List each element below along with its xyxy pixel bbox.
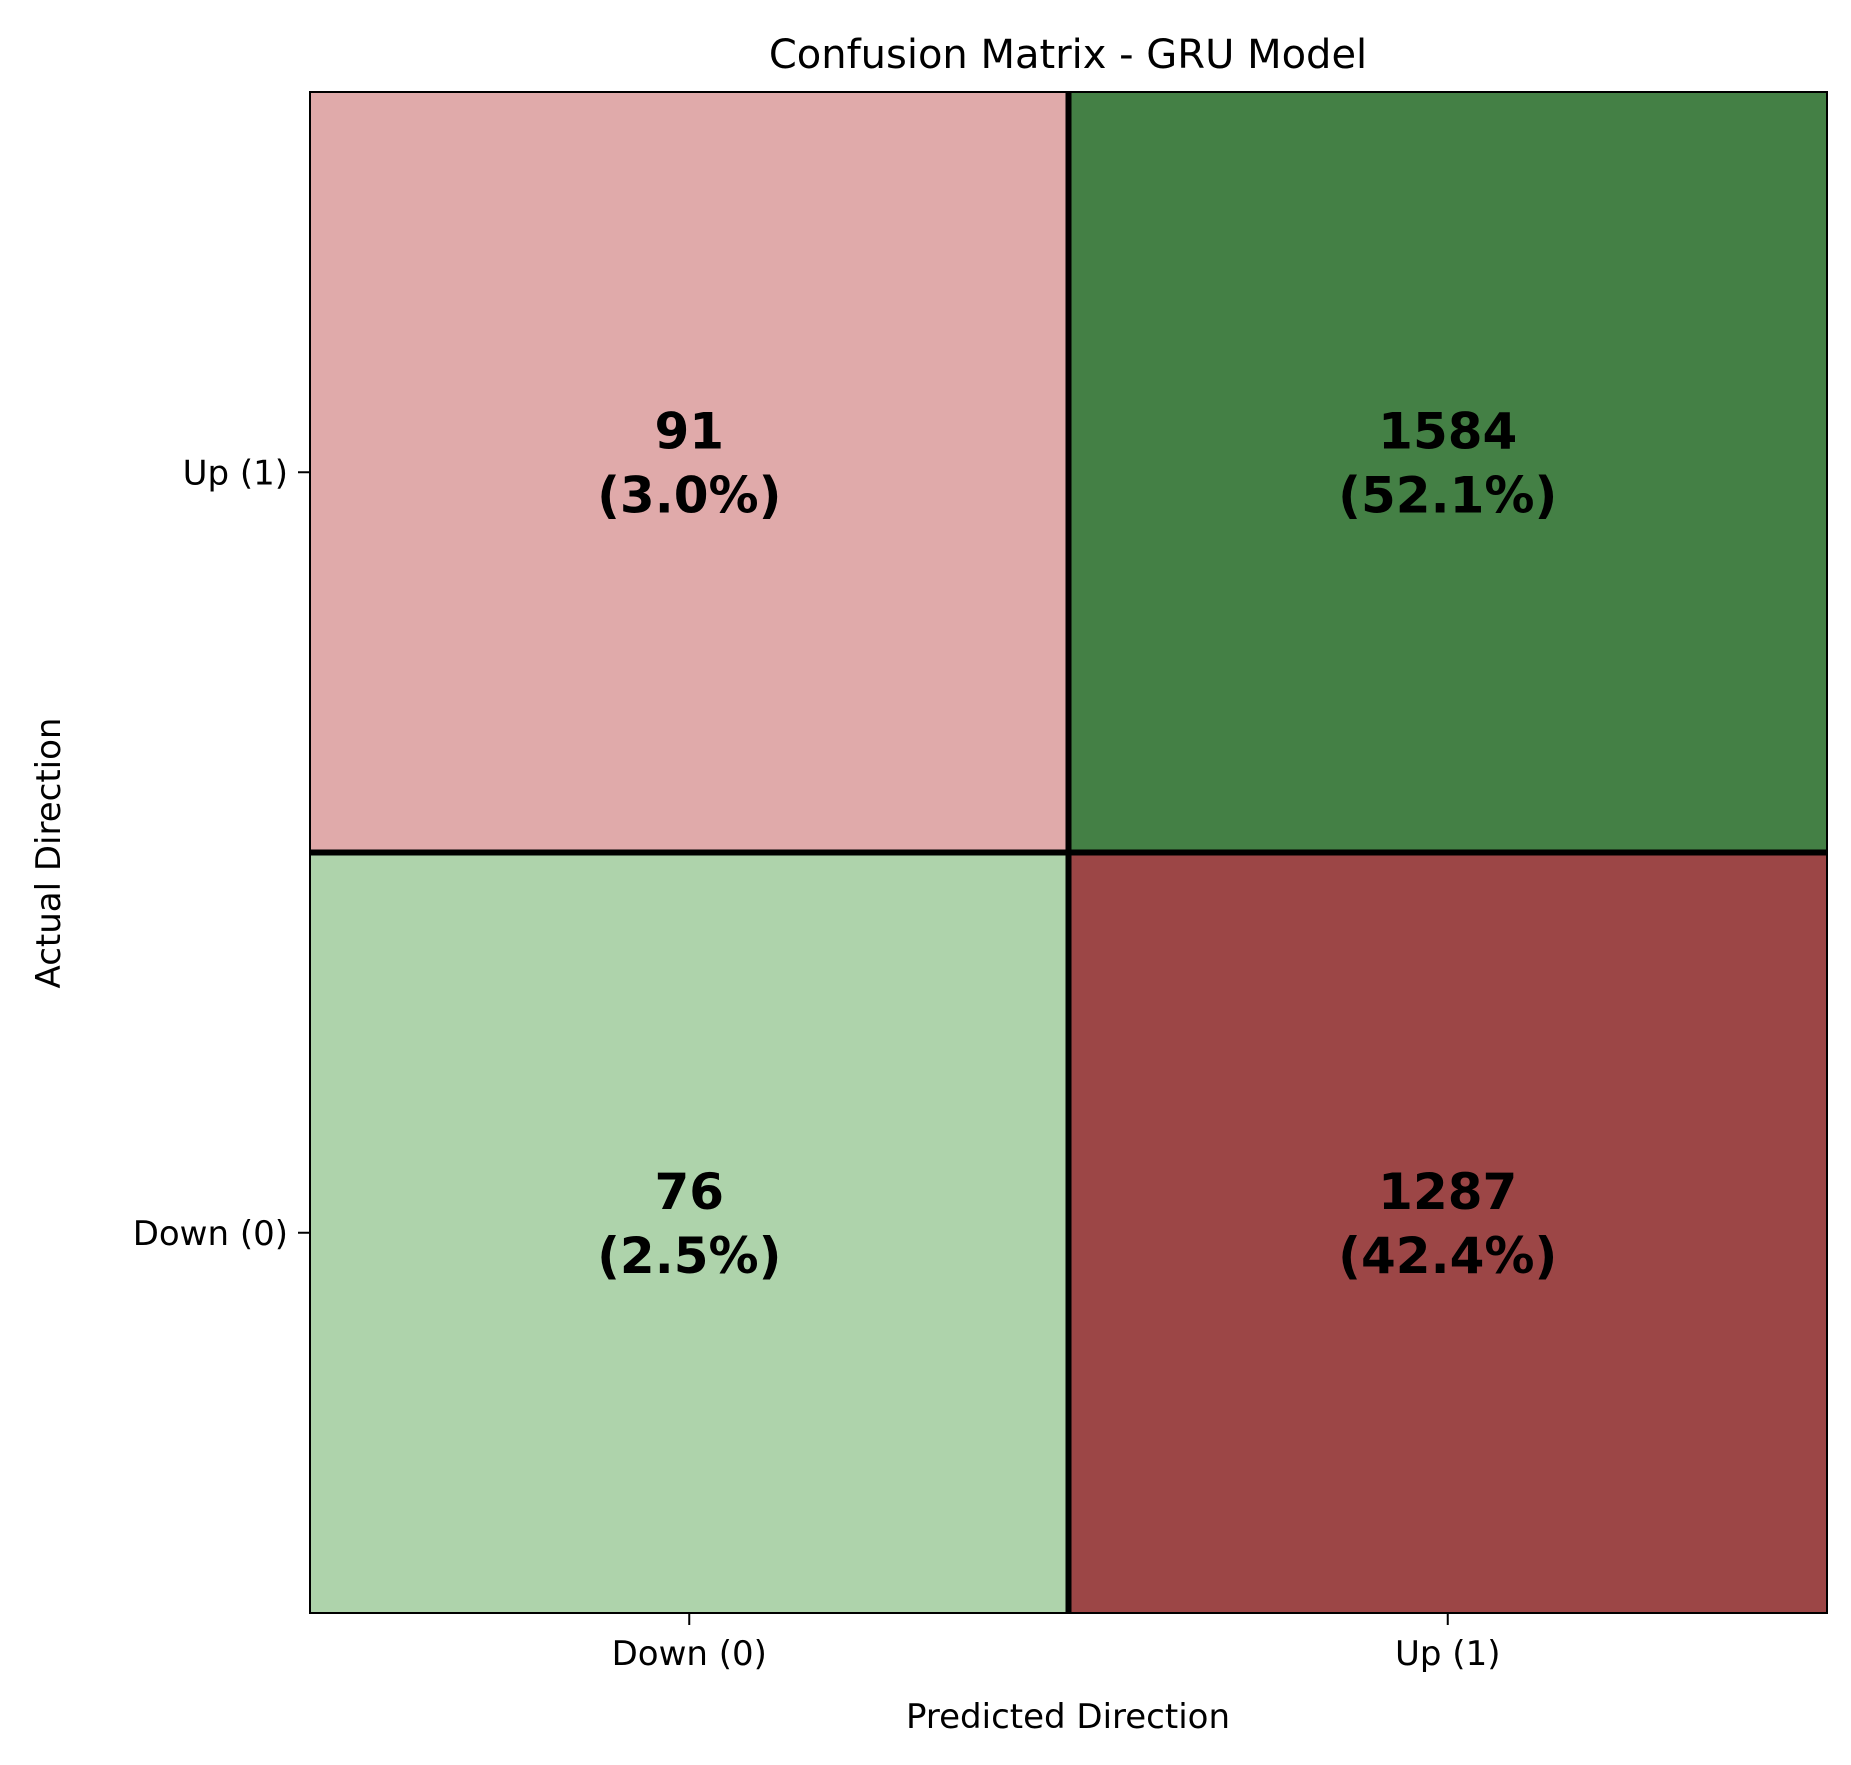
cell-count-label: 1287: [1378, 1163, 1517, 1221]
matrix-cell: [1068, 92, 1827, 853]
axis-ticks: Down (0) Up (1) Up (1) Down (0): [133, 453, 1501, 1674]
matrix-cell: [310, 92, 1069, 853]
x-tick-label: Down (0): [612, 1634, 767, 1674]
cell-percent-label: (42.4%): [1338, 1227, 1557, 1285]
matrix-cells: 91 (3.0%) 1584 (52.1%) 76 (2.5%) 1287 (42.4%): [310, 92, 1827, 1613]
x-axis-label: Predicted Direction: [906, 1697, 1230, 1737]
matrix-cell: [1068, 852, 1827, 1613]
cell-count-label: 91: [654, 402, 724, 460]
y-tick-label: Up (1): [183, 453, 288, 493]
matrix-grid-lines: [309, 91, 1828, 1614]
cell-percent-label: (52.1%): [1338, 466, 1557, 524]
y-tick-label: Down (0): [133, 1214, 288, 1254]
matrix-cell: [310, 852, 1069, 1613]
chart-title: Confusion Matrix - GRU Model: [769, 32, 1367, 78]
y-axis-label: Actual Direction: [29, 718, 69, 989]
cell-count-label: 1584: [1378, 402, 1517, 460]
cell-count-label: 76: [654, 1163, 724, 1221]
x-tick-label: Up (1): [1395, 1634, 1500, 1674]
plot-frame: [309, 91, 1828, 1614]
cell-percent-label: (2.5%): [597, 1227, 781, 1285]
cell-percent-label: (3.0%): [597, 466, 781, 524]
